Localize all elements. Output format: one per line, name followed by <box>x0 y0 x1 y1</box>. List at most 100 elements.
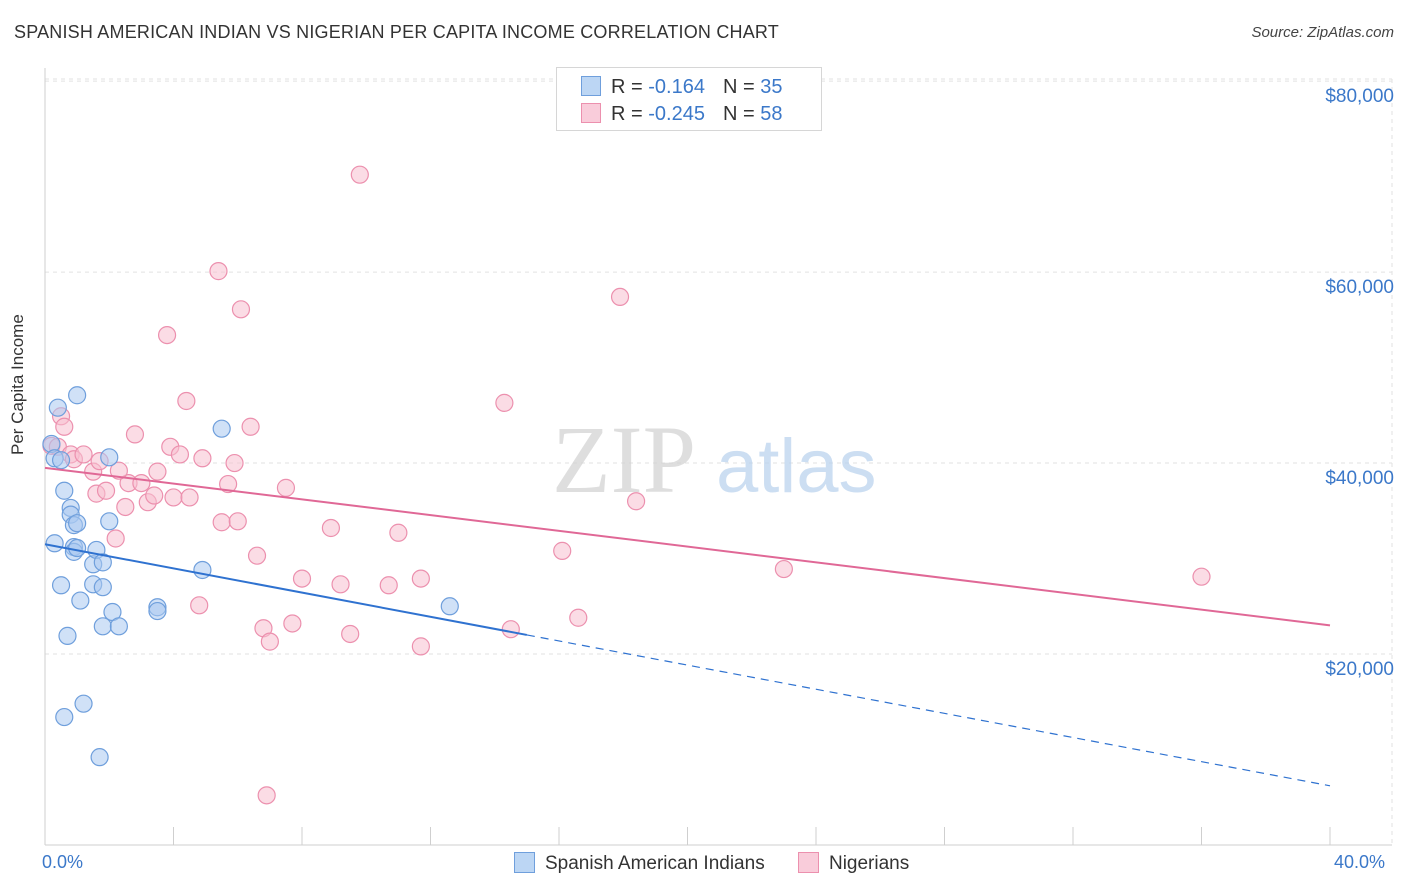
nigerian-point <box>225 453 244 473</box>
nigerian-point <box>190 596 209 615</box>
nigerian-point <box>74 445 93 464</box>
nigerian-point <box>116 497 135 517</box>
watermark-zip: ZIP <box>552 406 696 513</box>
nigerian-point <box>569 608 588 627</box>
spanish-american-indians-trend-extension <box>526 634 1331 787</box>
y-tick-label: $60,000 <box>1325 277 1394 298</box>
spanish-american-indian-point <box>45 534 64 553</box>
nigerian-point <box>350 165 369 184</box>
r-value: -0.245 <box>648 103 705 125</box>
blue-swatch <box>514 852 535 873</box>
spanish-american-indian-point <box>109 617 128 636</box>
pink-swatch <box>797 852 819 873</box>
spanish-american-indian-point <box>51 451 71 470</box>
nigerian-point <box>148 462 167 481</box>
nigerian-point <box>170 445 190 464</box>
nigerian-point <box>106 529 125 548</box>
y-axis-label: Per Capita Income <box>8 314 27 455</box>
y-tick-label: $40,000 <box>1325 468 1394 489</box>
nigerian-point <box>292 569 312 588</box>
series-legend: Spanish American Indians Nigerians <box>514 852 937 875</box>
nigerian-point <box>341 624 360 644</box>
nigerian-point <box>283 614 302 633</box>
axes <box>44 68 1392 846</box>
legend-item-spanish-american-indians: Spanish American Indians <box>514 852 765 875</box>
nigerian-point <box>1192 567 1211 586</box>
nigerian-point <box>228 512 247 531</box>
nigerian-point <box>501 620 520 639</box>
spanish-american-indian-point <box>440 597 459 616</box>
nigerian-point <box>157 325 177 345</box>
n-label: N = <box>722 103 755 125</box>
spanish-american-indian-point <box>58 626 77 645</box>
spanish-american-indian-point <box>74 694 93 713</box>
r-label: R = <box>611 76 643 98</box>
spanish-american-indians-points <box>42 386 459 767</box>
spanish-american-indian-point <box>148 601 167 621</box>
nigerian-point <box>164 488 183 507</box>
correlation-legend: R = -0.164 N = 35 R = -0.245 N = 58 <box>556 67 822 131</box>
y-tick-label: $80,000 <box>1325 86 1394 107</box>
nigerian-point <box>193 449 212 468</box>
spanish-american-indian-point <box>68 538 87 558</box>
nigerian-point <box>209 262 228 281</box>
spanish-american-indian-point <box>68 386 87 405</box>
nigerian-point <box>379 576 398 595</box>
spanish-american-indian-point <box>55 481 74 500</box>
nigerian-point <box>331 575 350 594</box>
nigerian-point <box>610 287 630 306</box>
spanish-american-indian-point <box>100 512 119 531</box>
spanish-american-indian-point <box>71 591 90 610</box>
nigerian-point <box>411 637 430 656</box>
x-tick-label-max: 40.0% <box>1334 852 1386 872</box>
nigerian-point <box>495 393 514 412</box>
legend-label: Spanish American Indians <box>545 853 765 874</box>
spanish-american-indian-point <box>93 578 112 597</box>
nigerian-point <box>125 425 145 444</box>
nigerian-point <box>212 513 231 532</box>
spanish-american-indian-point <box>93 617 112 636</box>
spanish-american-indian-point <box>68 514 87 533</box>
nigerian-point <box>626 492 646 511</box>
nigerian-point <box>553 541 572 560</box>
source-label: Source: ZipAtlas.com <box>1251 24 1394 41</box>
nigerian-point <box>55 417 74 436</box>
spanish-american-indian-point <box>90 748 109 767</box>
spanish-american-indian-point <box>48 398 67 417</box>
r-label: R = <box>611 103 643 125</box>
nigerian-point <box>321 518 341 538</box>
nigerians-trend-line <box>44 466 1331 627</box>
blue-swatch <box>581 76 601 96</box>
nigerian-point <box>219 474 238 494</box>
nigerian-point <box>180 488 199 507</box>
legend-row-nigerians: R = -0.245 N = 58 <box>581 103 782 127</box>
spanish-american-indian-point <box>212 419 231 438</box>
r-value: -0.164 <box>648 76 705 98</box>
spanish-american-indian-point <box>51 576 71 595</box>
y-tick-label: $20,000 <box>1325 659 1394 680</box>
legend-label: Nigerians <box>828 853 910 874</box>
watermark-atlas: atlas <box>716 424 877 509</box>
spanish-american-indian-point <box>100 448 119 467</box>
spanish-american-indian-point <box>55 707 74 727</box>
nigerian-point <box>241 417 260 436</box>
legend-row-spanish-american-indians: R = -0.164 N = 35 <box>581 76 782 100</box>
chart-title: SPANISH AMERICAN INDIAN VS NIGERIAN PER … <box>14 22 779 42</box>
x-tick-label-min: 0.0% <box>42 852 84 872</box>
n-label: N = <box>722 76 755 98</box>
nigerian-point <box>132 474 151 493</box>
spanish-american-indians-trend-line <box>44 543 528 636</box>
watermark: ZIP atlas <box>552 406 877 513</box>
spanish-american-indian-point <box>93 553 112 572</box>
nigerian-point <box>260 632 279 651</box>
nigerian-point <box>145 486 164 505</box>
nigerian-point <box>109 461 128 480</box>
nigerian-point <box>257 786 276 805</box>
pink-swatch <box>581 103 601 123</box>
nigerian-point <box>96 481 116 500</box>
trend-lines <box>44 466 1331 787</box>
nigerian-point <box>774 559 793 579</box>
nigerian-point <box>276 478 296 497</box>
nigerian-point <box>411 569 430 588</box>
